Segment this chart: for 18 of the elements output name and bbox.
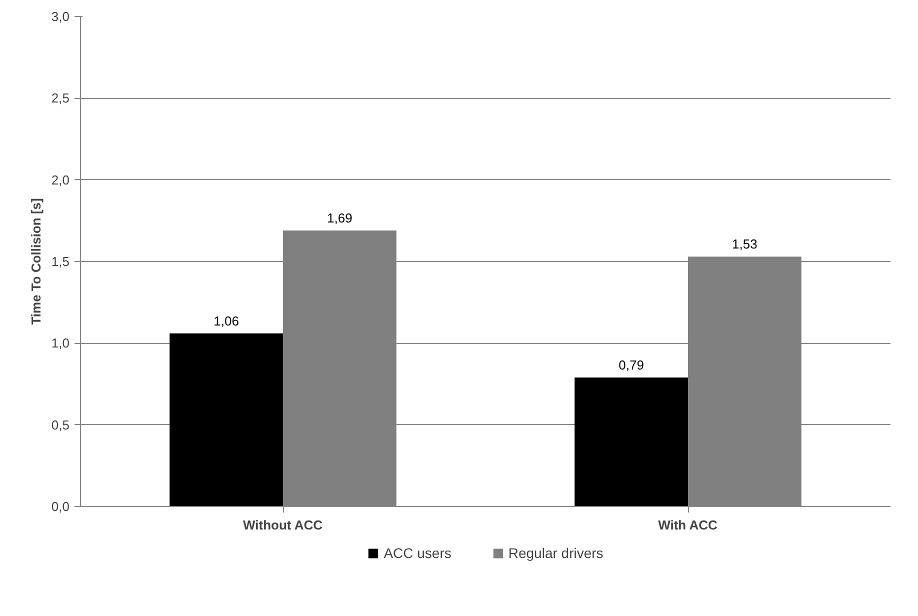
y-tick-label: 2,5 [51, 90, 70, 106]
legend-label: ACC users [384, 545, 452, 561]
y-tick-label: 3,0 [51, 9, 70, 24]
bar [170, 333, 283, 506]
y-tick-label: 1,0 [51, 336, 70, 351]
bar [574, 377, 688, 506]
data-label: 1,53 [732, 236, 758, 252]
y-tick-label: 0,0 [51, 499, 70, 514]
data-label: 0,79 [618, 357, 644, 372]
y-axis-title: Time To Collision [s] [28, 198, 44, 325]
x-tick-label: With ACC [658, 518, 718, 532]
x-tick-label: Without ACC [242, 518, 324, 532]
y-tick-label: 2,0 [51, 172, 70, 188]
y-tick-label: 1,5 [51, 254, 70, 269]
data-label: 1,06 [214, 313, 239, 328]
y-tick-label: 0,5 [51, 417, 70, 432]
data-label: 1,69 [327, 210, 352, 226]
legend-label: Regular drivers [508, 545, 604, 561]
